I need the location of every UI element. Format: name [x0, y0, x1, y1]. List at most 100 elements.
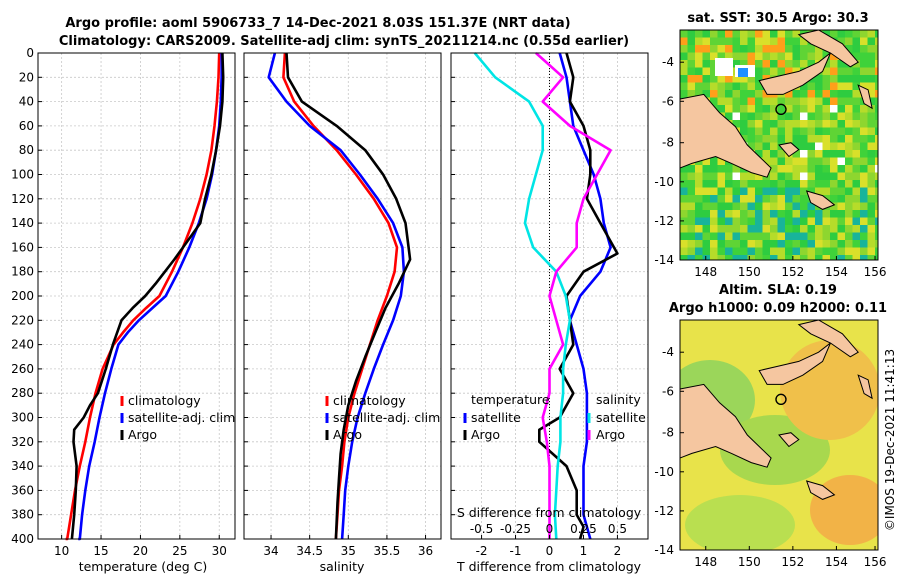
- sst-cell: [860, 67, 868, 75]
- sst-cell: [777, 172, 785, 180]
- sst-cell: [762, 187, 770, 195]
- sst-cell: [710, 45, 718, 53]
- sst-cell: [785, 30, 793, 38]
- sst-cell: [680, 210, 688, 218]
- sst-cell: [852, 195, 860, 203]
- s-tick-label: -0.25: [500, 522, 531, 536]
- sst-cell: [687, 225, 695, 233]
- sst-cell: [800, 225, 808, 233]
- sst-cell: [837, 150, 845, 158]
- no-data-patch: [715, 58, 733, 76]
- sst-cell: [687, 90, 695, 98]
- sst-cell: [867, 202, 875, 210]
- sst-cell: [717, 232, 725, 240]
- sst-cell: [717, 157, 725, 165]
- sst-cell: [860, 30, 868, 38]
- sst-cell: [740, 225, 748, 233]
- sst-cell: [740, 45, 748, 53]
- sst-cell: [770, 67, 778, 75]
- sst-cell: [732, 202, 740, 210]
- sst-cell: [755, 135, 763, 143]
- sst-cell: [725, 112, 733, 120]
- sst-cell: [710, 225, 718, 233]
- sst-cell: [732, 112, 740, 120]
- argo-float-marker: [775, 393, 787, 406]
- sst-cell: [785, 210, 793, 218]
- sst-cell: [785, 97, 793, 105]
- x-tick-label: 15: [93, 544, 108, 558]
- sst-cell: [860, 135, 868, 143]
- sst-cell: [822, 120, 830, 128]
- sst-cell: [710, 202, 718, 210]
- sst-cell: [755, 67, 763, 75]
- sst-cell: [755, 195, 763, 203]
- sst-cell: [837, 67, 845, 75]
- sst-cell: [830, 150, 838, 158]
- sst-cell: [837, 37, 845, 45]
- sst-cell: [815, 217, 823, 225]
- sst-cell: [815, 120, 823, 128]
- map-frame: [679, 319, 879, 551]
- y-tick-label: 360: [11, 483, 34, 497]
- sst-cell: [815, 105, 823, 113]
- sst-cell: [875, 135, 878, 143]
- sst-cell: [792, 150, 800, 158]
- sst-cell: [710, 210, 718, 218]
- sst-cell: [770, 142, 778, 150]
- s-tick-label: 0.5: [608, 522, 627, 536]
- sst-cell: [717, 187, 725, 195]
- sst-cell: [762, 142, 770, 150]
- sst-cell: [680, 60, 688, 68]
- sst-cell: [777, 187, 785, 195]
- x-tick-label: 34: [263, 544, 278, 558]
- sst-cell: [815, 240, 823, 248]
- sst-cell: [815, 45, 823, 53]
- map-y-tick-label: -4: [662, 55, 674, 69]
- sst-cell: [800, 52, 808, 60]
- sst-cell: [732, 45, 740, 53]
- sst-cell: [717, 195, 725, 203]
- new-britain-island: [758, 341, 832, 385]
- sst-cell: [740, 195, 748, 203]
- sst-cell: [695, 232, 703, 240]
- sst-cell: [792, 52, 800, 60]
- sst-cell: [807, 165, 815, 173]
- y-tick-label: 240: [11, 338, 34, 352]
- sst-cell: [830, 172, 838, 180]
- sst-cell: [845, 90, 853, 98]
- sst-cell: [695, 67, 703, 75]
- sst-cell: [740, 52, 748, 60]
- sst-cell: [702, 165, 710, 173]
- map-x-tick-label: 152: [781, 555, 804, 569]
- sst-cell: [875, 180, 878, 188]
- sst-cell: [762, 255, 770, 260]
- sst-cell: [845, 187, 853, 195]
- sst-cell: [762, 52, 770, 60]
- sst-cell: [875, 90, 878, 98]
- sst-cell: [702, 195, 710, 203]
- sst-cell: [875, 172, 878, 180]
- sst-cell: [785, 202, 793, 210]
- s-tick-label: 0.25: [570, 522, 597, 536]
- sst-cell: [732, 210, 740, 218]
- sst-cell: [695, 247, 703, 255]
- sst-cell: [755, 82, 763, 90]
- sst-cell: [680, 37, 688, 45]
- sst-cell: [837, 217, 845, 225]
- sst-cell: [867, 180, 875, 188]
- sst-cell: [815, 127, 823, 135]
- sst-cell: [747, 90, 755, 98]
- sst-cell: [762, 247, 770, 255]
- sst-cell: [830, 120, 838, 128]
- sst-cell: [687, 247, 695, 255]
- sst-cell: [867, 225, 875, 233]
- sst-cell: [852, 165, 860, 173]
- sst-cell: [815, 82, 823, 90]
- sst-cell: [807, 217, 815, 225]
- sst-cell: [732, 187, 740, 195]
- sst-cell: [867, 60, 875, 68]
- map-x-tick-label: 156: [864, 265, 887, 279]
- sst-cell: [837, 165, 845, 173]
- sst-cell: [860, 52, 868, 60]
- sst-cell: [695, 217, 703, 225]
